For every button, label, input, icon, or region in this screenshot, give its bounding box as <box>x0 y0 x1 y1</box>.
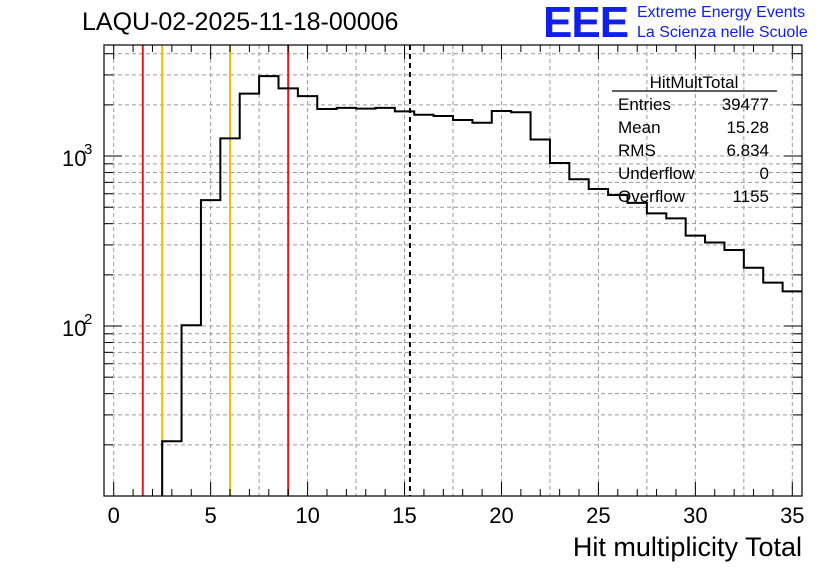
grid <box>104 45 802 496</box>
x-tick-label: 0 <box>108 503 120 528</box>
stats-box: HitMultTotal Entries 39477 Mean 15.28 RMS 6.8… <box>612 73 777 206</box>
eee-logo-line2: La Scienza nelle Scuole <box>637 24 808 41</box>
stats-label: Underflow <box>618 164 695 183</box>
x-tick-label: 35 <box>780 503 804 528</box>
y-tick-label: 10 <box>62 146 86 171</box>
stats-value: 0 <box>760 164 769 183</box>
eee-logo-mark: EEE <box>543 0 629 47</box>
y-tick-label: 10 <box>62 316 86 341</box>
stats-label: RMS <box>618 141 656 160</box>
stats-label: Entries <box>618 95 671 114</box>
marker-lines <box>141 45 411 496</box>
stats-title: HitMultTotal <box>650 73 739 92</box>
x-tick-label: 15 <box>392 503 416 528</box>
stats-value: 6.834 <box>726 141 769 160</box>
y-tick-exponent: 2 <box>84 311 92 328</box>
stats-value: 1155 <box>732 187 769 206</box>
stats-value: 39477 <box>722 95 769 114</box>
x-tick-label: 25 <box>586 503 610 528</box>
x-axis-title: Hit multiplicity Total <box>572 532 802 562</box>
x-tick-label: 20 <box>489 503 513 528</box>
eee-logo-line1: Extreme Energy Events <box>637 4 806 21</box>
stats-value: 15.28 <box>726 118 769 137</box>
x-tick-labels: 0 5 10 15 20 25 30 35 <box>108 503 805 528</box>
stats-rows: Entries 39477 Mean 15.28 RMS 6.834 Underflow 0 O… <box>618 95 769 206</box>
x-tick-label: 30 <box>683 503 707 528</box>
histogram-outline <box>161 75 802 496</box>
stats-label: Mean <box>618 118 661 137</box>
y-tick-exponent: 3 <box>84 141 92 158</box>
x-tick-label: 5 <box>205 503 217 528</box>
axis-ticks <box>104 45 802 497</box>
stats-label: Overflow <box>618 187 686 206</box>
x-tick-label: 10 <box>295 503 319 528</box>
chart-title: LAQU-02-2025-11-18-00006 <box>82 8 399 36</box>
plot-frame <box>103 44 803 497</box>
